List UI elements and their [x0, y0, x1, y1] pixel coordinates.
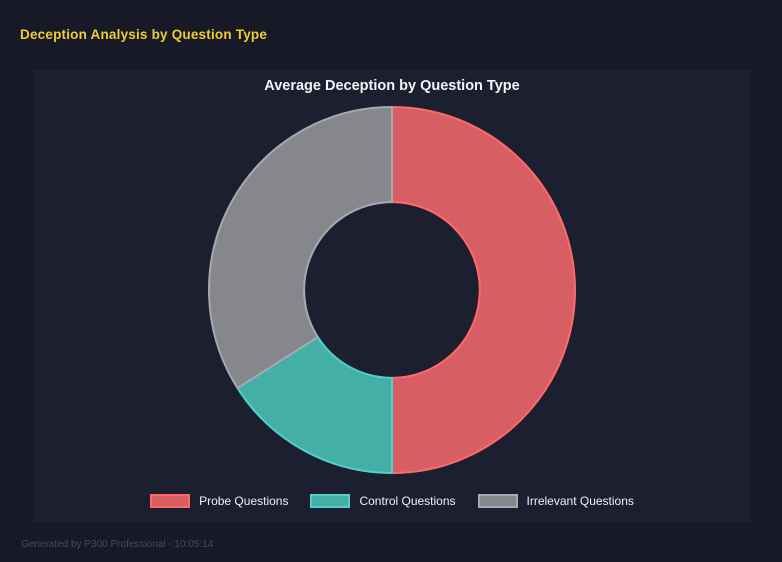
donut-chart-area [206, 104, 578, 476]
legend-item-irrelevant-questions[interactable]: Irrelevant Questions [477, 494, 634, 508]
donut-segment-irrelevant-questions[interactable] [208, 106, 393, 390]
page-title: Deception Analysis by Question Type [20, 27, 268, 42]
legend-item-probe-questions[interactable]: Probe Questions [150, 494, 288, 508]
legend-swatch [310, 494, 351, 508]
donut-chart[interactable] [206, 104, 578, 476]
legend-label: Control Questions [359, 494, 456, 508]
legend-label: Irrelevant Questions [526, 494, 634, 508]
chart-panel: Average Deception by Question Type Probe… [33, 70, 751, 522]
donut-segment-probe-questions[interactable] [391, 106, 576, 474]
legend-swatch [150, 494, 191, 508]
footer-status: Generated by P300 Professional - 10:05:1… [21, 539, 214, 550]
legend-label: Probe Questions [199, 494, 289, 508]
chart-title: Average Deception by Question Type [264, 78, 520, 94]
chart-legend: Probe Questions Control Questions Irreleva… [33, 494, 751, 508]
legend-swatch [477, 494, 518, 508]
legend-item-control-questions[interactable]: Control Questions [310, 494, 456, 508]
donut-segment-control-questions[interactable] [236, 336, 393, 474]
